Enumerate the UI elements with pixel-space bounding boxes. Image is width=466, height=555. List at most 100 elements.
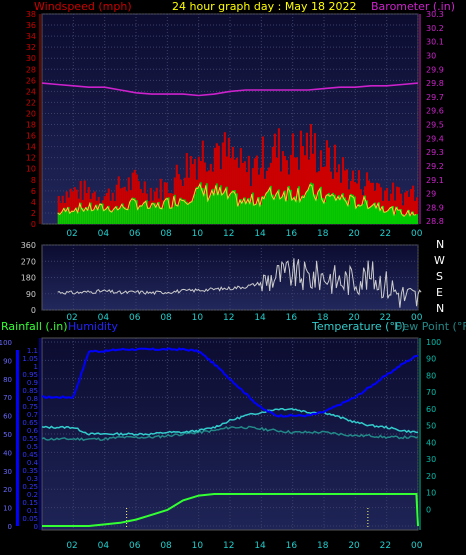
average-bar <box>199 182 202 224</box>
average-bar <box>309 182 312 224</box>
gust-bar <box>399 193 403 224</box>
humidity-line <box>41 347 419 418</box>
gust-bar <box>71 191 74 224</box>
average-bar <box>397 209 401 224</box>
average-bar <box>275 192 278 224</box>
gust-bar <box>413 200 417 224</box>
average-bar <box>329 194 333 224</box>
time-tick-label: 08 <box>160 313 172 323</box>
time-tick-label: 16 <box>286 541 298 551</box>
average-bar <box>333 194 337 224</box>
rain-tick-label: 0.25 <box>22 483 38 491</box>
average-bar <box>251 192 254 224</box>
average-bar <box>411 211 415 224</box>
average-bar <box>167 197 170 224</box>
average-bar <box>131 197 134 224</box>
average-bar <box>375 207 379 224</box>
wind-tick-label: 24 <box>26 87 36 96</box>
gust-bar <box>325 140 329 224</box>
temp-tick-label: 60 <box>426 405 436 414</box>
gust-bar <box>397 187 401 224</box>
average-bar <box>67 206 70 224</box>
time-tick-label: 00 <box>411 541 423 551</box>
average-bar <box>113 208 116 224</box>
average-bar <box>331 192 335 224</box>
average-bar <box>327 192 331 224</box>
average-bar <box>239 199 242 224</box>
average-bar <box>91 210 94 224</box>
average-bar <box>243 197 246 224</box>
average-bar <box>299 200 302 224</box>
time-tick-label: 16 <box>286 229 298 239</box>
wind-tick-label: 34 <box>26 32 36 41</box>
wind-tick-label: 12 <box>26 154 36 163</box>
average-bar <box>311 183 315 224</box>
gust-bar <box>123 186 126 224</box>
time-tick-label: 00 <box>411 229 423 239</box>
temp-tick-label: 100 <box>426 338 441 347</box>
gust-bar <box>283 155 286 224</box>
average-bar <box>215 183 218 224</box>
gust-bar <box>125 191 128 224</box>
humidity-label: Humidity <box>68 320 118 333</box>
average-bar <box>219 185 222 224</box>
average-bar <box>111 211 114 224</box>
wind-tick-label: 28 <box>26 65 36 74</box>
average-bar <box>181 199 184 224</box>
gust-bar <box>299 130 302 224</box>
average-bar <box>363 195 367 224</box>
average-bar <box>151 202 154 224</box>
average-bar <box>269 185 272 224</box>
gust-bar <box>175 164 178 224</box>
gust-bar <box>403 192 407 224</box>
rain-tick-label: 0.35 <box>22 467 38 475</box>
rain-tick-label: 0.05 <box>22 515 38 523</box>
baro-tick-label: 29.5 <box>426 121 444 130</box>
average-bar <box>117 209 120 224</box>
average-bar <box>317 190 321 224</box>
average-bar <box>161 208 164 224</box>
average-bar <box>137 208 140 224</box>
average-bar <box>83 210 86 224</box>
average-bar <box>307 188 310 224</box>
average-bar <box>265 192 268 224</box>
average-bar <box>123 206 126 224</box>
time-tick-label: 22 <box>380 229 391 239</box>
average-bar <box>229 192 232 224</box>
time-tick-label: 20 <box>348 229 360 239</box>
rain-tick-label: 0.15 <box>22 499 38 507</box>
average-bar <box>71 210 74 224</box>
average-bar <box>213 193 216 224</box>
rain-tick-label: 0.45 <box>22 451 38 459</box>
average-bar <box>139 204 142 224</box>
gust-bar <box>111 192 114 224</box>
average-bar <box>57 212 60 224</box>
gust-bar <box>409 189 413 224</box>
average-bar <box>387 209 391 224</box>
average-bar <box>255 203 258 224</box>
gust-bar <box>371 182 375 224</box>
baro-tick-label: 30.2 <box>426 24 444 33</box>
average-bar <box>211 188 214 224</box>
average-bar <box>271 194 274 224</box>
time-tick-label: 06 <box>129 313 141 323</box>
gust-bar <box>295 157 298 224</box>
wind-tick-label: 0 <box>31 220 36 229</box>
average-bar <box>289 189 292 224</box>
time-tick-label: 02 <box>66 313 77 323</box>
gust-bar <box>127 177 130 224</box>
time-tick-label: 12 <box>223 313 234 323</box>
wind-tick-label: 14 <box>26 143 36 152</box>
humidity-tick-label: 90 <box>3 357 12 365</box>
average-bar <box>233 189 236 224</box>
average-bar <box>403 215 407 224</box>
time-tick-label: 12 <box>223 229 234 239</box>
average-bar <box>89 202 92 224</box>
average-bar <box>415 214 419 224</box>
rain-tick-label: 0.6 <box>27 427 39 435</box>
average-bar <box>87 209 90 224</box>
average-bar <box>263 197 266 224</box>
wind-tick-label: 18 <box>26 121 36 130</box>
